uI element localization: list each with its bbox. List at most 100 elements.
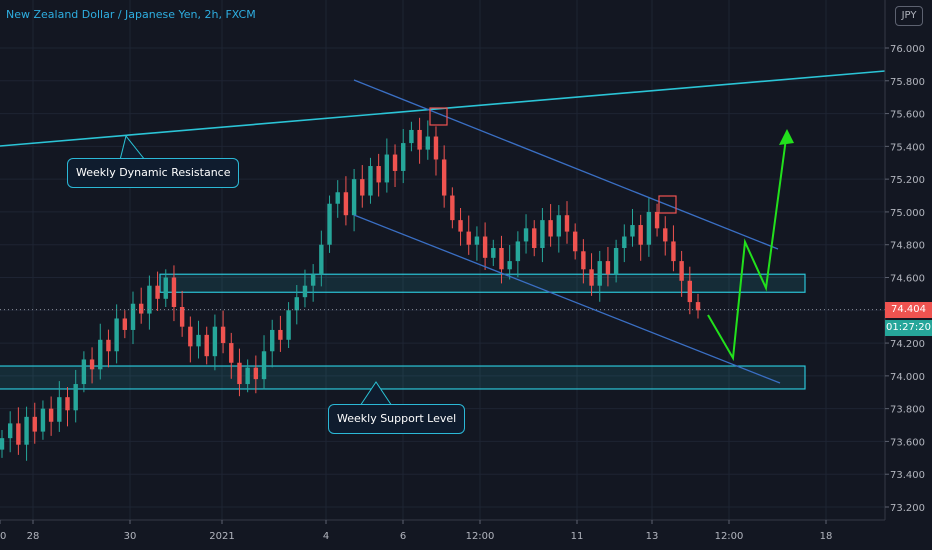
candle-body — [229, 343, 234, 363]
candle-body — [654, 211, 660, 229]
price-tick-label: 73.400 — [890, 470, 925, 481]
candle — [597, 250, 602, 302]
candle-body — [351, 179, 357, 216]
time-tick-label: 2021 — [209, 531, 234, 542]
candle — [196, 320, 201, 359]
candle-body — [16, 423, 21, 445]
candle-body — [417, 129, 422, 150]
candle — [32, 402, 37, 444]
candle-body — [589, 269, 594, 286]
channel-upper-line — [353, 79, 779, 250]
trend-drawings — [0, 70, 886, 407]
candle-body — [605, 261, 611, 275]
currency-badge[interactable]: JPY — [895, 6, 923, 26]
time-tick-label: 12:00 — [466, 531, 495, 542]
candle — [687, 266, 693, 315]
price-tick-label: 75.400 — [890, 142, 925, 153]
candle-body — [335, 192, 340, 204]
candle — [572, 223, 578, 260]
candle-body — [581, 251, 586, 270]
candle — [319, 230, 324, 287]
projection-arrowhead — [779, 129, 794, 145]
candle — [163, 269, 168, 308]
candle — [171, 265, 177, 322]
candle — [294, 285, 299, 325]
candle-body — [597, 261, 602, 286]
last-price-label: 74.404 — [885, 301, 932, 318]
candle — [441, 145, 447, 208]
candle — [147, 275, 152, 330]
candle — [564, 201, 570, 244]
candle — [556, 205, 561, 253]
candle-body — [401, 143, 406, 171]
candle — [106, 329, 111, 368]
candle — [229, 332, 234, 379]
time-axis: 28 30 2021 4 6 12:00 11 13 12:00 18 20 — [0, 519, 885, 550]
candle — [491, 239, 496, 267]
candle-body — [139, 303, 144, 314]
candle-body — [319, 244, 324, 275]
candle — [89, 347, 95, 384]
resistance-callout[interactable]: Weekly Dynamic Resistance — [67, 158, 240, 188]
candle — [139, 287, 144, 324]
candle-body — [450, 195, 455, 221]
price-tick-label: 73.200 — [890, 503, 925, 514]
candle-body — [98, 339, 103, 370]
candle — [245, 359, 250, 393]
candle-body — [122, 318, 128, 330]
candle — [212, 314, 218, 371]
candle-body — [188, 326, 193, 347]
candle — [343, 176, 349, 226]
candle-body — [507, 261, 512, 270]
candle-body — [474, 236, 480, 245]
candle — [122, 310, 128, 339]
candle-body — [515, 241, 521, 262]
candle-body — [622, 236, 627, 248]
candle — [523, 214, 529, 254]
candle — [16, 407, 21, 455]
candle-body — [57, 397, 62, 422]
candle — [114, 304, 119, 364]
time-tick-label: 30 — [124, 531, 137, 542]
candle — [302, 269, 308, 308]
candle — [589, 253, 594, 296]
bar-countdown-label: 01:27:20 — [885, 319, 932, 336]
candle-body — [540, 220, 545, 248]
candle — [532, 220, 537, 257]
candle — [40, 400, 46, 440]
candle-body — [572, 231, 578, 252]
price-tick-label: 74.200 — [890, 339, 925, 350]
candle-body — [360, 179, 365, 196]
candle — [278, 315, 283, 352]
candle — [450, 187, 455, 229]
candle — [417, 117, 422, 164]
candle-body — [253, 367, 259, 380]
support-zone — [0, 365, 806, 390]
time-tick-label: 11 — [571, 531, 584, 542]
candle — [98, 323, 103, 380]
candle — [630, 208, 635, 247]
candle — [638, 214, 643, 261]
candle-body — [441, 159, 447, 196]
projection-path — [707, 130, 788, 362]
support-callout[interactable]: Weekly Support Level — [328, 404, 466, 434]
candle — [261, 335, 267, 390]
candle-body — [48, 408, 54, 422]
candle — [351, 168, 357, 232]
candle-body — [392, 154, 398, 171]
candle — [270, 319, 275, 368]
candle-body — [327, 203, 332, 245]
candle-body — [245, 367, 250, 385]
time-tick-label: 20 — [0, 531, 6, 542]
candle-body — [409, 129, 414, 144]
candle-body — [671, 241, 676, 262]
price-tick-label: 73.600 — [890, 437, 925, 448]
swing-high-marker — [658, 195, 677, 214]
candle-body — [523, 228, 529, 242]
candle — [540, 207, 545, 263]
candle — [81, 351, 87, 393]
candle — [0, 429, 5, 458]
candle-body — [7, 423, 13, 439]
